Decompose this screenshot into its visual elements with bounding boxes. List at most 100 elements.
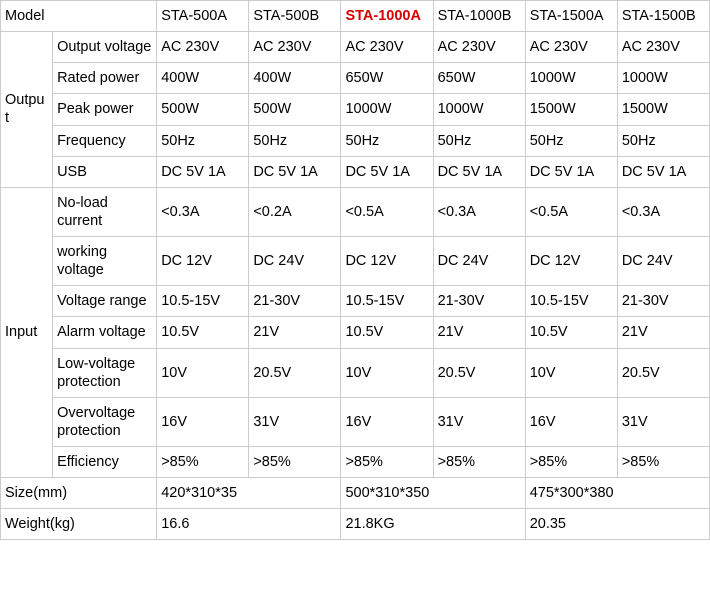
spec-val: DC 5V 1A: [157, 156, 249, 187]
spec-val: >85%: [433, 447, 525, 478]
group-label-output: Output: [1, 32, 53, 188]
spec-val: <0.5A: [341, 187, 433, 236]
footer-val: 20.35: [525, 509, 709, 540]
spec-val: DC 24V: [433, 237, 525, 286]
spec-val: 10.5V: [341, 317, 433, 348]
spec-val: DC 5V 1A: [341, 156, 433, 187]
spec-val: 50Hz: [525, 125, 617, 156]
table-row: Rated power 400W 400W 650W 650W 1000W 10…: [1, 63, 710, 94]
spec-val: 20.5V: [433, 348, 525, 397]
spec-val: DC 12V: [341, 237, 433, 286]
spec-val: DC 24V: [617, 237, 709, 286]
spec-val: 10V: [157, 348, 249, 397]
table-row: Alarm voltage 10.5V 21V 10.5V 21V 10.5V …: [1, 317, 710, 348]
spec-val: 50Hz: [249, 125, 341, 156]
spec-label: Output voltage: [53, 32, 157, 63]
footer-val: 500*310*350: [341, 478, 525, 509]
spec-val: >85%: [617, 447, 709, 478]
spec-val: 21V: [617, 317, 709, 348]
spec-val: 50Hz: [341, 125, 433, 156]
header-col: STA-1500A: [525, 1, 617, 32]
spec-label: Alarm voltage: [53, 317, 157, 348]
table-row: Input No-load current <0.3A <0.2A <0.5A …: [1, 187, 710, 236]
spec-val: >85%: [249, 447, 341, 478]
spec-val: 10.5V: [525, 317, 617, 348]
table-row: Voltage range 10.5-15V 21-30V 10.5-15V 2…: [1, 286, 710, 317]
spec-val: 31V: [433, 397, 525, 446]
spec-val: 50Hz: [617, 125, 709, 156]
spec-val: AC 230V: [157, 32, 249, 63]
table-row: Output Output voltage AC 230V AC 230V AC…: [1, 32, 710, 63]
spec-label: No-load current: [53, 187, 157, 236]
spec-val: DC 5V 1A: [433, 156, 525, 187]
spec-val: 16V: [157, 397, 249, 446]
spec-val: 16V: [525, 397, 617, 446]
spec-label: Low-voltage protection: [53, 348, 157, 397]
spec-label: Frequency: [53, 125, 157, 156]
spec-val: >85%: [341, 447, 433, 478]
header-model: Model: [1, 1, 157, 32]
spec-val: DC 5V 1A: [525, 156, 617, 187]
table-row: USB DC 5V 1A DC 5V 1A DC 5V 1A DC 5V 1A …: [1, 156, 710, 187]
table-row: Model STA-500A STA-500B STA-1000A STA-10…: [1, 1, 710, 32]
spec-val: 21-30V: [617, 286, 709, 317]
header-col: STA-1000B: [433, 1, 525, 32]
spec-val: AC 230V: [433, 32, 525, 63]
header-col-highlight: STA-1000A: [341, 1, 433, 32]
spec-val: 20.5V: [617, 348, 709, 397]
spec-val: 16V: [341, 397, 433, 446]
table-row: working voltage DC 12V DC 24V DC 12V DC …: [1, 237, 710, 286]
spec-label: USB: [53, 156, 157, 187]
spec-val: 10.5-15V: [525, 286, 617, 317]
spec-val: <0.3A: [617, 187, 709, 236]
spec-val: 21V: [249, 317, 341, 348]
spec-val: 10V: [525, 348, 617, 397]
spec-val: 1000W: [341, 94, 433, 125]
group-label-input: Input: [1, 187, 53, 477]
spec-val: 1000W: [433, 94, 525, 125]
footer-val: 475*300*380: [525, 478, 709, 509]
spec-val: 21V: [433, 317, 525, 348]
spec-val: >85%: [157, 447, 249, 478]
spec-label: Peak power: [53, 94, 157, 125]
header-col: STA-1500B: [617, 1, 709, 32]
spec-val: 400W: [157, 63, 249, 94]
spec-label: Voltage range: [53, 286, 157, 317]
spec-val: 31V: [617, 397, 709, 446]
spec-label: Overvoltage protection: [53, 397, 157, 446]
spec-table: Model STA-500A STA-500B STA-1000A STA-10…: [0, 0, 710, 540]
spec-val: 10.5V: [157, 317, 249, 348]
spec-val: 20.5V: [249, 348, 341, 397]
spec-val: 650W: [433, 63, 525, 94]
spec-val: <0.5A: [525, 187, 617, 236]
table-row: Size(mm) 420*310*35 500*310*350 475*300*…: [1, 478, 710, 509]
spec-val: 10.5-15V: [157, 286, 249, 317]
spec-val: 500W: [249, 94, 341, 125]
table-row: Frequency 50Hz 50Hz 50Hz 50Hz 50Hz 50Hz: [1, 125, 710, 156]
spec-val: 1500W: [617, 94, 709, 125]
footer-val: 420*310*35: [157, 478, 341, 509]
spec-val: 1000W: [617, 63, 709, 94]
spec-val: 21-30V: [249, 286, 341, 317]
table-row: Weight(kg) 16.6 21.8KG 20.35: [1, 509, 710, 540]
spec-label: Rated power: [53, 63, 157, 94]
spec-val: <0.2A: [249, 187, 341, 236]
table-row: Peak power 500W 500W 1000W 1000W 1500W 1…: [1, 94, 710, 125]
spec-val: DC 12V: [157, 237, 249, 286]
spec-val: 400W: [249, 63, 341, 94]
spec-val: AC 230V: [525, 32, 617, 63]
spec-val: 50Hz: [157, 125, 249, 156]
spec-val: DC 5V 1A: [617, 156, 709, 187]
spec-val: AC 230V: [617, 32, 709, 63]
spec-val: DC 5V 1A: [249, 156, 341, 187]
spec-val: 500W: [157, 94, 249, 125]
spec-label: working voltage: [53, 237, 157, 286]
footer-label-weight: Weight(kg): [1, 509, 157, 540]
header-col: STA-500A: [157, 1, 249, 32]
spec-val: <0.3A: [433, 187, 525, 236]
table-row: Overvoltage protection 16V 31V 16V 31V 1…: [1, 397, 710, 446]
spec-val: 50Hz: [433, 125, 525, 156]
spec-val: DC 24V: [249, 237, 341, 286]
spec-val: <0.3A: [157, 187, 249, 236]
header-col: STA-500B: [249, 1, 341, 32]
